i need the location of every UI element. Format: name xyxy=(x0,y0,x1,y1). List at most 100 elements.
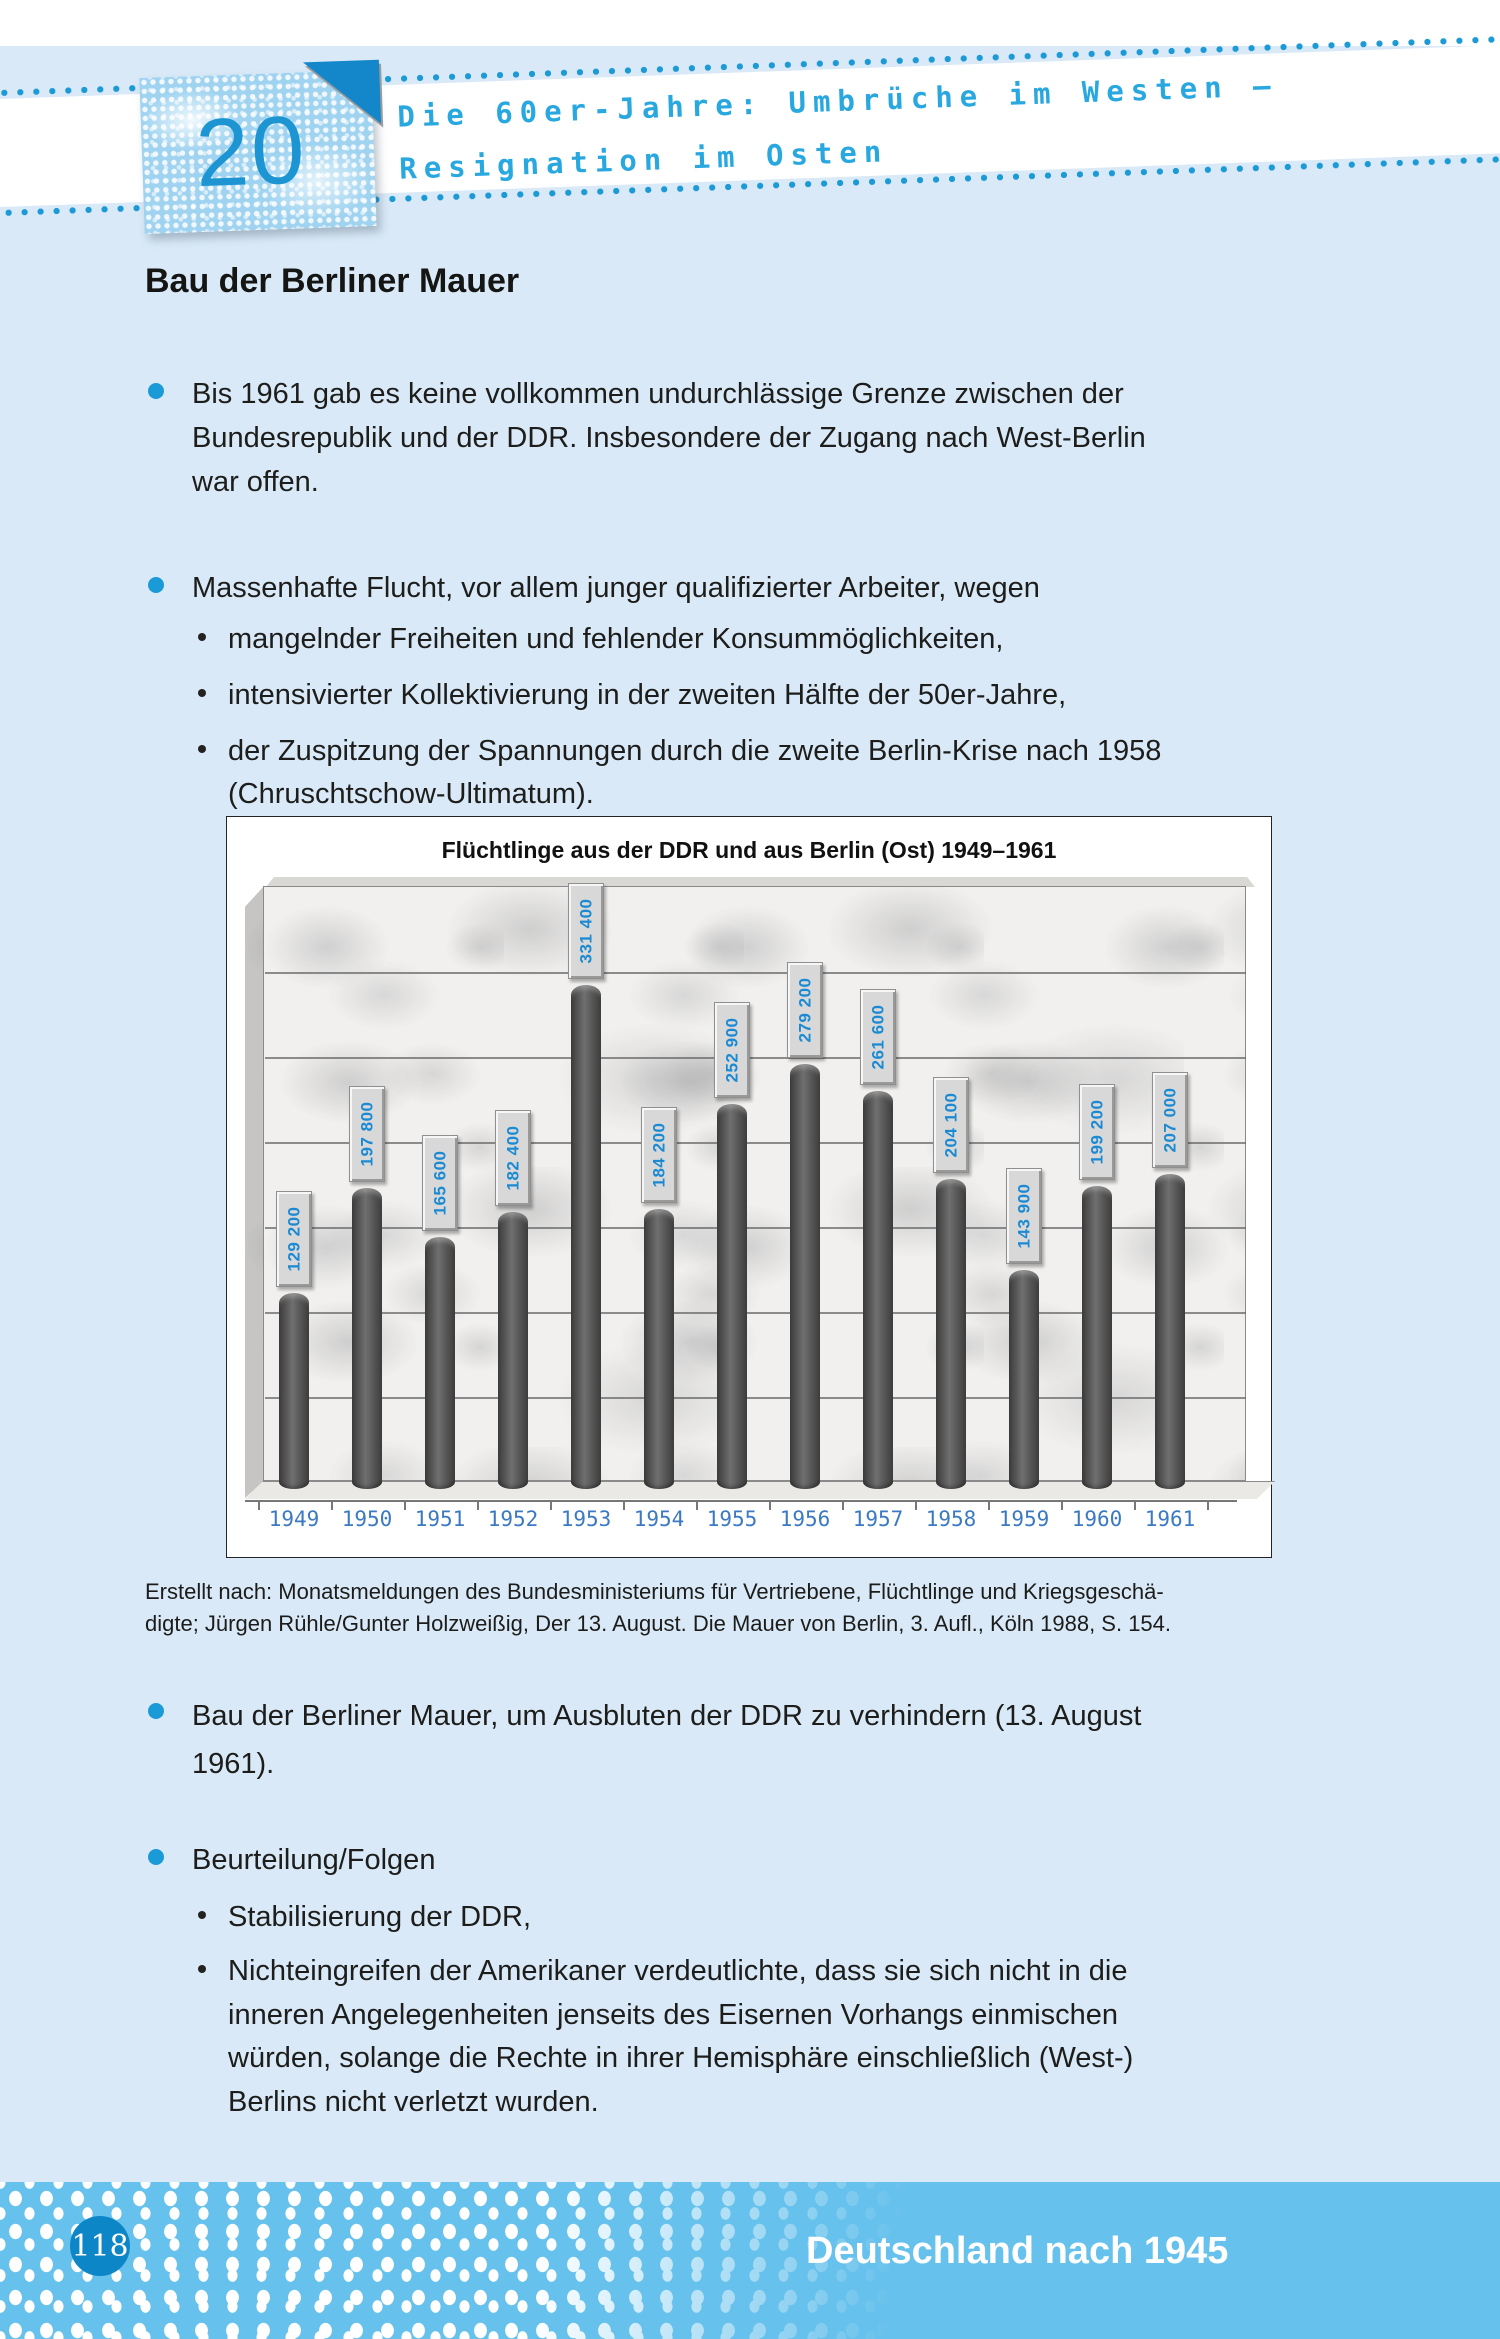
value-label-1954: 184 200 xyxy=(641,1107,677,1203)
bar-1954 xyxy=(644,1209,674,1489)
value-label-text: 165 600 xyxy=(430,1150,450,1216)
bar-1950 xyxy=(352,1188,382,1489)
source-line: Erstellt nach: Monatsmeldungen des Bunde… xyxy=(145,1579,1164,1604)
axis-tick xyxy=(696,1500,698,1510)
footer-band xyxy=(0,2182,1500,2339)
sub-bullet-item: Stabilisierung der DDR, xyxy=(198,1896,1438,1939)
halftone-pattern xyxy=(0,2182,1500,2339)
bullet-line: mangelnder Freiheiten und fehlender Kons… xyxy=(228,623,1004,655)
bullet-dot xyxy=(148,1703,164,1719)
axis-tick xyxy=(550,1500,552,1510)
chart-floor xyxy=(245,1481,1275,1499)
value-label-text: 197 800 xyxy=(357,1101,377,1167)
value-label-1950: 197 800 xyxy=(349,1086,385,1182)
value-label-text: 184 200 xyxy=(649,1122,669,1188)
sub-bullet-dot xyxy=(198,745,206,753)
bar-1952 xyxy=(498,1212,528,1489)
bar-1956 xyxy=(790,1064,820,1489)
bullet-line: Bundesrepublik und der DDR. Insbesondere… xyxy=(192,422,1146,454)
value-label-1959: 143 900 xyxy=(1006,1168,1042,1264)
bar-1961 xyxy=(1155,1174,1185,1489)
x-tick-label-1959: 1959 xyxy=(998,1507,1050,1531)
bar-1955 xyxy=(717,1104,747,1489)
sub-bullet-dot xyxy=(198,689,206,697)
bar-1953 xyxy=(571,985,601,1489)
x-tick-label-1961: 1961 xyxy=(1144,1507,1196,1531)
bullet-item-4: Beurteilung/Folgen xyxy=(148,1838,1422,1882)
refugee-bar-chart: Flüchtlinge aus der DDR und aus Berlin (… xyxy=(226,816,1272,1558)
value-label-text: 261 600 xyxy=(868,1004,888,1070)
bullet-item-2: Massenhafte Flucht, vor allem junger qua… xyxy=(148,566,1422,610)
value-label-1951: 165 600 xyxy=(422,1135,458,1231)
value-label-1957: 261 600 xyxy=(860,989,896,1085)
sub-bullet-dot xyxy=(198,633,206,641)
gridline xyxy=(265,1057,1246,1059)
sub-bullet-dot xyxy=(198,1911,206,1919)
chart-wall-side-face xyxy=(245,886,264,1498)
sub-bullet-dot xyxy=(198,1965,206,1973)
source-line: digte; Jürgen Rühle/Gunter Holzweißig, D… xyxy=(145,1611,1172,1636)
axis-tick xyxy=(769,1500,771,1510)
sub-bullet-item: mangelnder Freiheiten und fehlender Kons… xyxy=(198,618,1438,661)
x-tick-label-1957: 1957 xyxy=(852,1507,904,1531)
x-tick-label-1953: 1953 xyxy=(560,1507,612,1531)
axis-tick xyxy=(1061,1500,1063,1510)
value-label-text: 207 000 xyxy=(1160,1087,1180,1153)
x-tick-label-1956: 1956 xyxy=(779,1507,831,1531)
bullet-line: intensivierter Kollektivierung in der zw… xyxy=(228,679,1067,711)
gridline xyxy=(265,1227,1246,1229)
bullet-dot xyxy=(148,383,164,399)
value-label-text: 204 100 xyxy=(941,1092,961,1158)
bullet-item-1: Bis 1961 gab es keine vollkommen undurch… xyxy=(148,372,1422,504)
axis-tick xyxy=(404,1500,406,1510)
x-tick-label-1952: 1952 xyxy=(487,1507,539,1531)
gridline xyxy=(265,972,1246,974)
x-tick-label-1960: 1960 xyxy=(1071,1507,1123,1531)
value-label-text: 331 400 xyxy=(576,898,596,964)
value-label-1960: 199 200 xyxy=(1079,1084,1115,1180)
axis-tick xyxy=(477,1500,479,1510)
chart-source-note: Erstellt nach: Monatsmeldungen des Bunde… xyxy=(145,1576,1405,1640)
x-axis-line xyxy=(245,1500,1237,1502)
x-tick-label-1950: 1950 xyxy=(341,1507,393,1531)
value-label-1958: 204 100 xyxy=(933,1077,969,1173)
bar-1951 xyxy=(425,1237,455,1489)
value-label-1956: 279 200 xyxy=(787,962,823,1058)
bullet-line: (Chruschtschow-Ultimatum). xyxy=(228,778,594,810)
axis-tick xyxy=(988,1500,990,1510)
bullet-line: inneren Angelegenheiten jenseits des Eis… xyxy=(228,1998,1118,2031)
bullet-line: Bis 1961 gab es keine vollkommen undurch… xyxy=(192,378,1124,410)
value-label-1953: 331 400 xyxy=(568,883,604,979)
gridline xyxy=(265,1142,1246,1144)
bullet-line: Berlins nicht verletzt wurden. xyxy=(228,2085,599,2118)
bullet-line: Bau der Berliner Mauer, um Ausbluten der… xyxy=(192,1700,1142,1732)
value-label-1955: 252 900 xyxy=(714,1002,750,1098)
value-label-1961: 207 000 xyxy=(1152,1072,1188,1168)
sub-bullet-item: intensivierter Kollektivierung in der zw… xyxy=(198,674,1438,717)
bullet-line: 1961). xyxy=(192,1748,275,1780)
chart-wall-top-face xyxy=(266,877,1255,887)
axis-tick xyxy=(258,1500,260,1510)
x-tick-label-1954: 1954 xyxy=(633,1507,685,1531)
page-title: Bau der Berliner Mauer xyxy=(145,262,520,300)
page-top-margin xyxy=(0,0,1500,46)
value-label-text: 252 900 xyxy=(722,1017,742,1083)
value-label-1952: 182 400 xyxy=(495,1110,531,1206)
value-label-text: 199 200 xyxy=(1087,1099,1107,1165)
bullet-item-3: Bau der Berliner Mauer, um Ausbluten der… xyxy=(148,1692,1422,1788)
value-label-1949: 129 200 xyxy=(276,1191,312,1287)
x-tick-label-1955: 1955 xyxy=(706,1507,758,1531)
gridline xyxy=(265,1312,1246,1314)
x-tick-label-1958: 1958 xyxy=(925,1507,977,1531)
bullet-line: Massenhafte Flucht, vor allem junger qua… xyxy=(192,572,1040,604)
bullet-line: Stabilisierung der DDR, xyxy=(228,1901,532,1933)
bullet-line: würden, solange die Rechte in ihrer Hemi… xyxy=(228,2042,1134,2074)
bar-1959 xyxy=(1009,1270,1039,1489)
axis-tick xyxy=(842,1500,844,1510)
footer-section-title: Deutschland nach 1945 xyxy=(806,2230,1229,2272)
sub-bullet-item: Nichteingreifen der Amerikaner verdeutli… xyxy=(198,1950,1438,2124)
bullet-line: Nichteingreifen der Amerikaner verdeutli… xyxy=(228,1955,1128,1987)
value-label-text: 182 400 xyxy=(503,1125,523,1191)
value-label-text: 279 200 xyxy=(795,977,815,1043)
